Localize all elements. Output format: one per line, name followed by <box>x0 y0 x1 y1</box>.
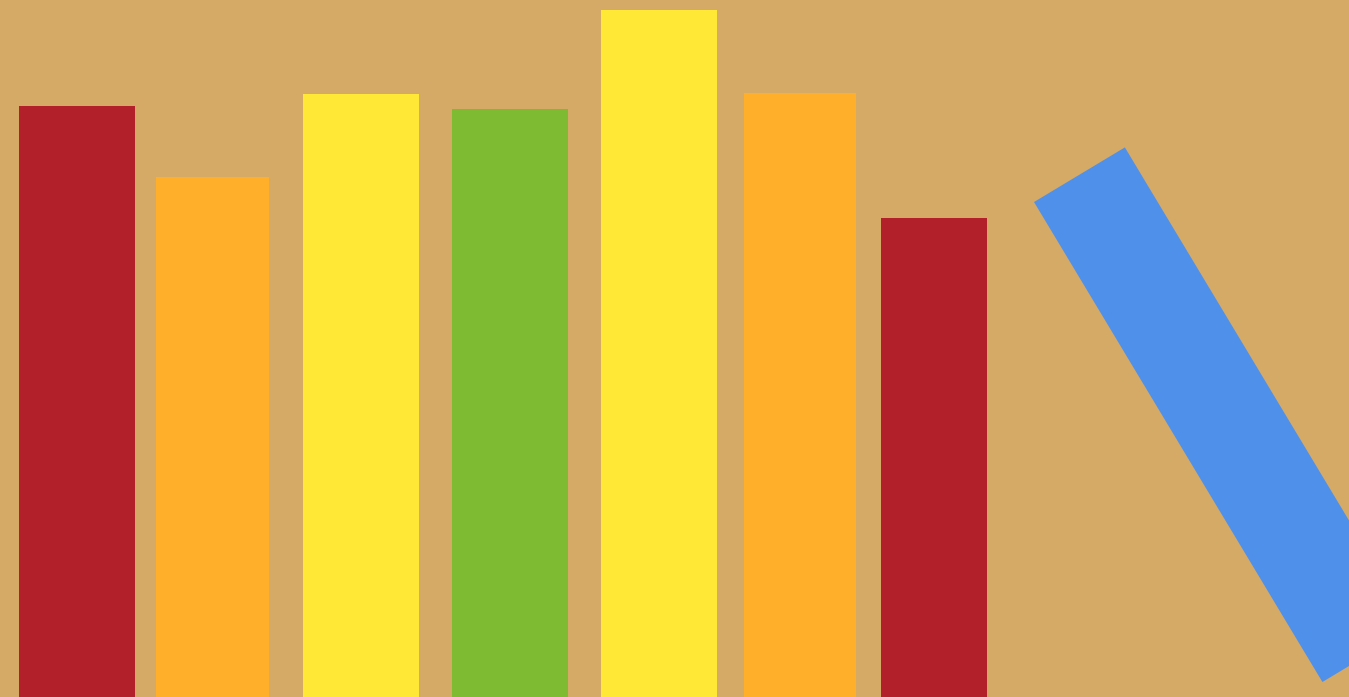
book-blue-leaning <box>1034 147 1349 683</box>
book-red-1 <box>19 106 135 697</box>
book-yellow-1 <box>303 94 419 697</box>
book-red-2 <box>881 218 987 697</box>
book-green <box>452 109 568 697</box>
book-orange-1 <box>156 177 269 697</box>
book-yellow-2 <box>601 10 717 697</box>
book-orange-2 <box>744 93 856 697</box>
